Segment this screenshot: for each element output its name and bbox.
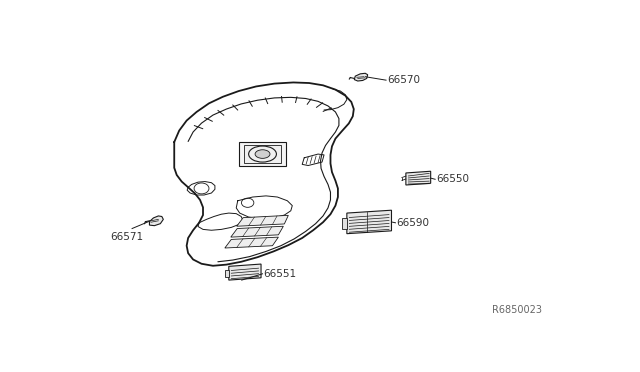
Text: 66571: 66571 (110, 231, 143, 241)
Polygon shape (231, 226, 284, 237)
Polygon shape (237, 215, 289, 226)
Text: 66590: 66590 (396, 218, 429, 228)
Polygon shape (347, 210, 392, 234)
Polygon shape (225, 270, 229, 277)
Polygon shape (239, 142, 286, 166)
Polygon shape (342, 218, 347, 230)
Polygon shape (406, 171, 431, 185)
Text: 66551: 66551 (264, 269, 297, 279)
Polygon shape (244, 145, 281, 163)
Polygon shape (150, 216, 163, 226)
Text: 66570: 66570 (387, 75, 420, 85)
Polygon shape (355, 73, 367, 81)
Text: R6850023: R6850023 (492, 305, 541, 315)
Circle shape (255, 150, 270, 158)
Polygon shape (225, 237, 278, 248)
Polygon shape (229, 264, 261, 280)
Text: 66550: 66550 (436, 174, 469, 184)
